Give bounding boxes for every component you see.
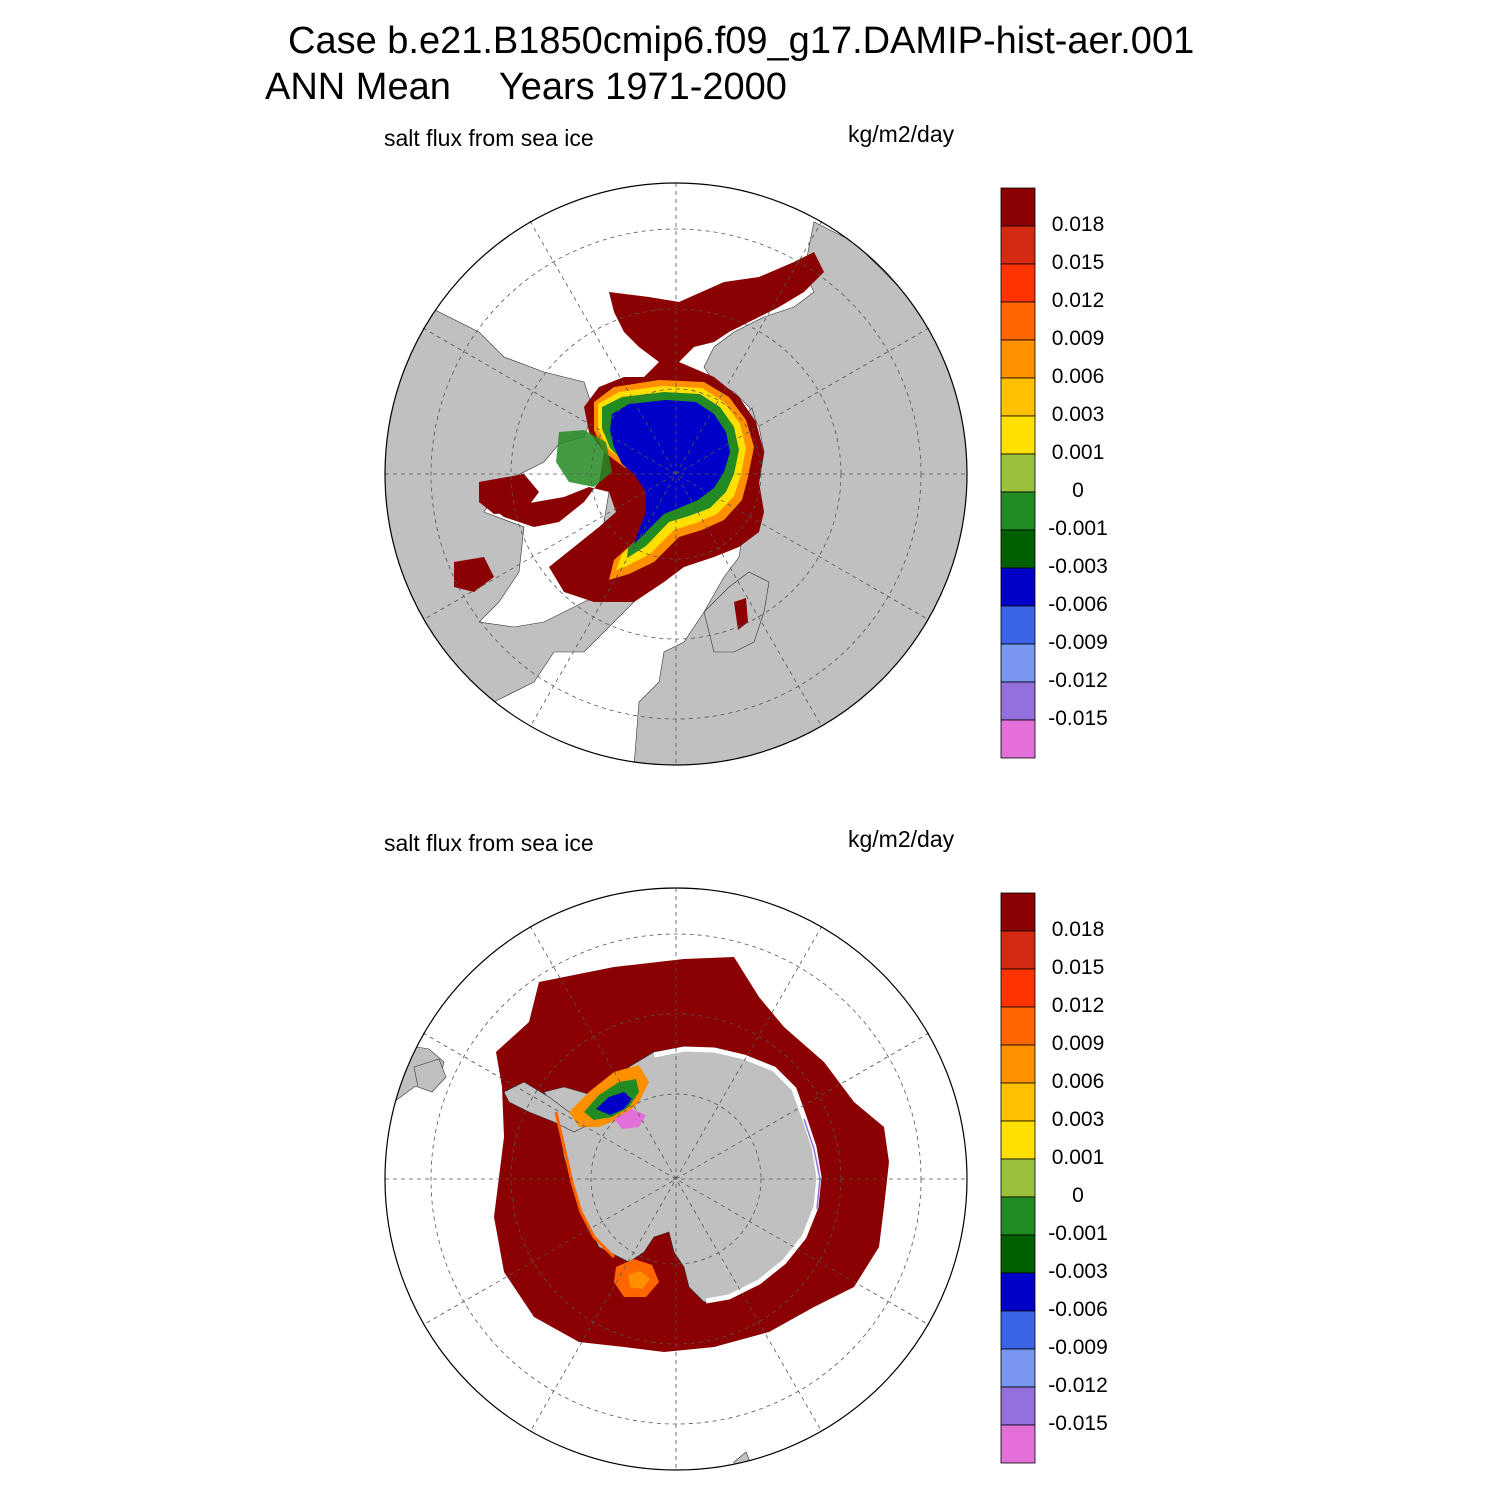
antarctic-graticule — [385, 888, 967, 1470]
arctic-map — [384, 182, 968, 766]
weddell-sea-ice-shelf-pink — [614, 1109, 646, 1129]
south-colorbar-box — [1000, 892, 1036, 932]
east-antarctic-coast-pink — [803, 1118, 821, 1210]
north-colorbar-box — [1000, 377, 1036, 417]
arctic-graticule — [385, 183, 967, 765]
amundsen-coast-edge — [554, 1111, 616, 1259]
north-colorbar-box — [1000, 529, 1036, 569]
north-colorbar-tick-label: -0.009 — [1048, 631, 1108, 654]
south-colorbar-box — [1000, 1158, 1036, 1198]
south-colorbar-tick-label: 0.009 — [1051, 1032, 1105, 1055]
south-colorbar-box — [1000, 1006, 1036, 1046]
south-colorbar-tick-label: -0.015 — [1048, 1412, 1108, 1435]
north-colorbar-box — [1000, 339, 1036, 379]
case-title: Case b.e21.B1850cmip6.f09_g17.DAMIP-hist… — [288, 20, 1195, 62]
north-units-label: kg/m2/day — [848, 121, 955, 147]
north-colorbar-tick-label: 0.003 — [1051, 403, 1105, 426]
south-colorbar-box — [1000, 930, 1036, 970]
south-colorbar-tick-label: -0.009 — [1048, 1336, 1108, 1359]
north-colorbar-box — [1000, 605, 1036, 645]
ross-sea-lighter-flux — [628, 1271, 650, 1289]
period-title: ANN Mean Years 1971-2000 — [265, 66, 787, 109]
antarctic-colorbar — [1000, 892, 1036, 1464]
alaska-positive-flux-strip — [454, 557, 494, 592]
north-colorbar-tick-label: 0.015 — [1051, 251, 1105, 274]
north-colorbar-box — [1000, 719, 1036, 759]
north-colorbar-box — [1000, 453, 1036, 493]
south-colorbar-tick-label: 0.018 — [1051, 918, 1105, 941]
south-colorbar-tick-label: -0.012 — [1048, 1374, 1108, 1397]
antarctic-map — [384, 887, 968, 1471]
south-colorbar-box — [1000, 1424, 1036, 1464]
north-colorbar-tick-label: -0.006 — [1048, 593, 1108, 616]
south-colorbar-box — [1000, 1234, 1036, 1274]
north-colorbar-box — [1000, 225, 1036, 265]
north-colorbar-box — [1000, 491, 1036, 531]
north-colorbar-tick-label: 0.009 — [1051, 327, 1105, 350]
north-america-landmass — [385, 306, 645, 703]
south-colorbar-box — [1000, 1348, 1036, 1388]
north-colorbar-tick-label: -0.012 — [1048, 669, 1108, 692]
south-colorbar-tick-label: 0.003 — [1051, 1108, 1105, 1131]
baltic-positive-flux — [734, 598, 748, 630]
north-variable-label: salt flux from sea ice — [384, 125, 594, 151]
south-colorbar-tick-label: 0 — [1072, 1184, 1084, 1207]
north-colorbar-tick-label: 0.012 — [1051, 289, 1105, 312]
south-colorbar-tick-label: 0.015 — [1051, 956, 1105, 979]
south-colorbar-tick-label: -0.001 — [1048, 1222, 1108, 1245]
years-label: Years 1971-2000 — [498, 66, 787, 108]
arctic-colorbar — [1000, 187, 1036, 759]
arctic-central-negative-flux-region — [610, 400, 730, 544]
south-colorbar-box — [1000, 1044, 1036, 1084]
south-colorbar-box — [1000, 1272, 1036, 1312]
south-colorbar-tick-label: 0.006 — [1051, 1070, 1105, 1093]
north-colorbar-box — [1000, 263, 1036, 303]
south-colorbar-box — [1000, 1120, 1036, 1160]
north-colorbar-tick-label: -0.003 — [1048, 555, 1108, 578]
north-colorbar-box — [1000, 681, 1036, 721]
north-colorbar-box — [1000, 187, 1036, 227]
south-colorbar-box — [1000, 1082, 1036, 1122]
south-colorbar-tick-label: -0.003 — [1048, 1260, 1108, 1283]
north-colorbar-tick-label: 0.001 — [1051, 441, 1105, 464]
antarctic-map-border — [384, 887, 968, 1471]
south-variable-label: salt flux from sea ice — [384, 830, 594, 856]
south-america-tip-landmass — [413, 1058, 447, 1093]
south-colorbar-box — [1000, 1196, 1036, 1236]
south-colorbar-box — [1000, 1386, 1036, 1426]
antarctic-peninsula-landmass — [503, 1081, 585, 1133]
north-colorbar-tick-label: -0.015 — [1048, 707, 1108, 730]
south-colorbar-box — [1000, 968, 1036, 1008]
hudson-bay-positive-flux — [479, 474, 539, 514]
arctic-archipelago-mixed-flux — [556, 430, 612, 487]
south-units-label: kg/m2/day — [848, 826, 955, 852]
north-colorbar-tick-label: 0 — [1072, 479, 1084, 502]
south-colorbar-tick-label: 0.001 — [1051, 1146, 1105, 1169]
north-colorbar-box — [1000, 301, 1036, 341]
weddell-sea-negative-flux — [596, 1092, 632, 1115]
north-colorbar-tick-label: 0.006 — [1051, 365, 1105, 388]
north-colorbar-tick-label: 0.018 — [1051, 213, 1105, 236]
south-colorbar-tick-label: -0.006 — [1048, 1298, 1108, 1321]
north-colorbar-box — [1000, 643, 1036, 683]
arctic-map-border — [384, 182, 968, 766]
south-colorbar-box — [1000, 1310, 1036, 1350]
north-colorbar-box — [1000, 567, 1036, 607]
south-colorbar-tick-label: 0.012 — [1051, 994, 1105, 1017]
period-label: ANN Mean — [265, 66, 451, 108]
north-colorbar-box — [1000, 415, 1036, 455]
north-colorbar-tick-label: -0.001 — [1048, 517, 1108, 540]
